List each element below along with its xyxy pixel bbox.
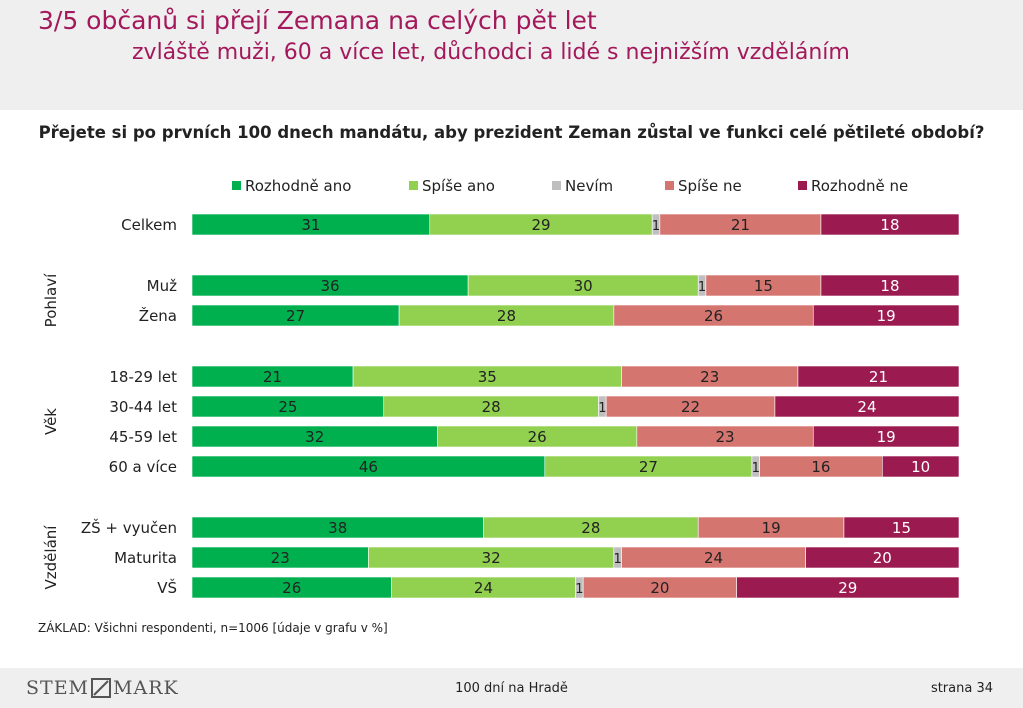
page-subtitle: zvláště muži, 60 a více let, důchodci a … [132,40,850,65]
data-label: 10 [911,458,930,476]
legend-label: Rozhodně ne [811,177,908,195]
bar-segment [736,576,960,599]
category-label: 30-44 let [109,398,177,416]
logo-text-right: MARK [113,677,179,699]
data-label: 32 [482,549,501,567]
category-label: 18-29 let [109,368,177,386]
bar-segment [843,516,960,539]
data-label: 23 [716,428,735,446]
stemmark-logo: STEM MARK [26,676,179,700]
data-label: 19 [762,519,781,537]
bar-segment [812,304,960,327]
data-label: 15 [754,277,773,295]
category-label: Žena [139,306,177,325]
data-label: 23 [271,549,290,567]
group-label: Věk [42,408,60,435]
chart-title: Přejete si po prvních 100 dnech mandátu,… [38,123,985,142]
data-label: 36 [321,277,340,295]
category-label: VŠ [157,578,177,597]
category-label: Maturita [114,549,177,567]
data-label: 28 [581,519,600,537]
header-band: 3/5 občanů si přejí Zemana na celých pět… [0,0,1023,110]
data-label: 1 [752,461,760,476]
data-label: 27 [286,307,305,325]
legend-label: Spíše ne [678,177,742,195]
legend-swatch [798,181,807,190]
data-label: 35 [478,368,497,386]
data-label: 28 [497,307,516,325]
data-label: 19 [877,428,896,446]
data-label: 32 [305,428,324,446]
data-label: 46 [359,458,378,476]
data-label: 26 [528,428,547,446]
base-note: ZÁKLAD: Všichni respondenti, n=1006 [úda… [38,621,388,635]
data-label: 1 [614,552,622,567]
data-label: 29 [838,579,857,597]
data-label: 24 [857,398,876,416]
legend-swatch [552,181,561,190]
data-label: 1 [598,401,606,416]
data-label: 1 [652,219,660,234]
data-label: 15 [892,519,911,537]
category-label: 45-59 let [109,428,177,446]
data-label: 24 [704,549,723,567]
bar-segment [881,455,960,478]
category-label: 60 a více [109,458,177,476]
bar-segment [820,274,960,297]
data-label: 20 [650,579,669,597]
logo-text-left: STEM [26,677,90,699]
data-label: 21 [731,216,750,234]
footer-band: STEM MARK 100 dní na Hradě strana 34 [0,668,1023,708]
group-label: Pohlaví [42,273,60,327]
logo-slash-icon [91,678,112,698]
data-label: 24 [474,579,493,597]
data-label: 26 [704,307,723,325]
data-label: 30 [574,277,593,295]
data-label: 31 [301,216,320,234]
data-label: 1 [698,280,706,295]
data-label: 21 [263,368,282,386]
data-label: 38 [328,519,347,537]
legend-label: Rozhodně ano [245,177,351,195]
data-label: 22 [681,398,700,416]
data-label: 1 [575,582,583,597]
data-label: 27 [639,458,658,476]
legend-swatch [665,181,674,190]
bar-segment [812,425,960,448]
category-label: Muž [147,277,177,295]
bar-segment [820,213,960,236]
data-label: 28 [482,398,501,416]
footer-caption: 100 dní na Hradě [455,681,568,696]
legend-swatch [232,181,241,190]
category-label: Celkem [121,216,177,234]
page-number: strana 34 [930,681,993,696]
bar-segment [805,546,960,569]
data-label: 25 [278,398,297,416]
bar-segment [774,395,960,418]
data-label: 20 [873,549,892,567]
legend-label: Spíše ano [422,177,495,195]
data-label: 21 [869,368,888,386]
legend-swatch [409,181,418,190]
category-label: ZŠ + vyučen [81,518,177,537]
data-label: 19 [877,307,896,325]
data-label: 29 [531,216,550,234]
data-label: 26 [282,579,301,597]
legend-label: Nevím [565,177,613,195]
page-title: 3/5 občanů si přejí Zemana na celých pět… [38,6,597,35]
data-label: 16 [811,458,830,476]
bar-segment [797,365,960,388]
group-label: Vzdělání [42,525,60,590]
data-label: 18 [880,216,899,234]
data-label: 23 [700,368,719,386]
data-label: 18 [880,277,899,295]
